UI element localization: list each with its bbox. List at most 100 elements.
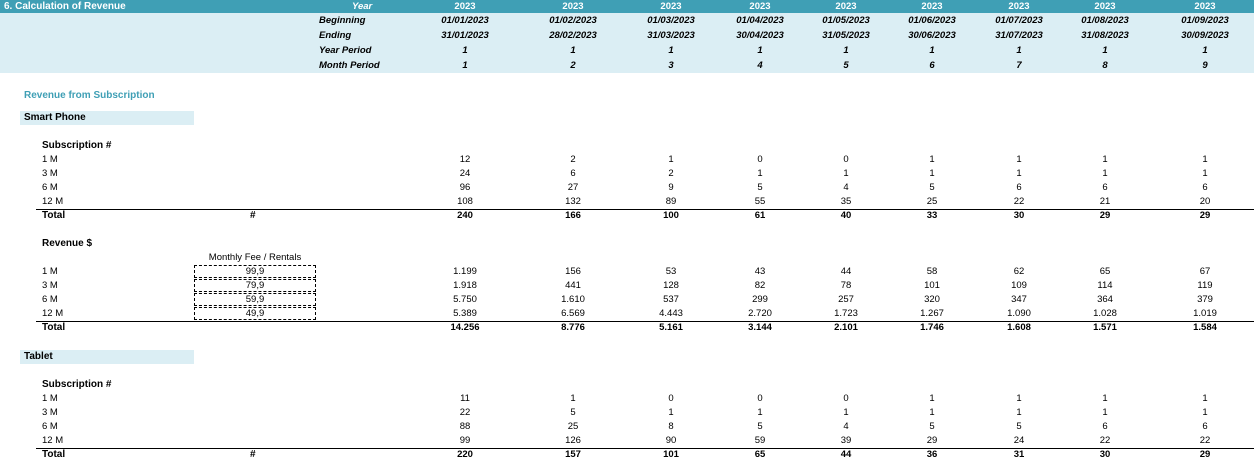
row-label: 3 M [42, 168, 58, 179]
total-rule [36, 209, 1254, 210]
value-cell: 1 [1202, 407, 1208, 418]
value-cell: 1.028 [1093, 308, 1117, 319]
value-cell: 1 [1016, 393, 1022, 404]
header-cell: 31/07/2023 [995, 30, 1043, 41]
value-cell: 379 [1197, 294, 1213, 305]
value-cell: 5 [757, 182, 763, 193]
value-cell: 25 [926, 196, 938, 207]
year-cell: 2023 [1094, 1, 1116, 12]
total-unit: # [250, 210, 256, 221]
total-cell: 65 [754, 449, 766, 460]
value-cell: 58 [926, 266, 938, 277]
value-cell: 156 [565, 266, 581, 277]
value-cell: 1 [1016, 154, 1022, 165]
value-cell: 6 [1102, 182, 1108, 193]
value-cell: 53 [665, 266, 677, 277]
total-cell: 166 [565, 210, 581, 221]
value-cell: 1 [929, 168, 935, 179]
header-cell: 1 [462, 60, 468, 71]
header-cell: 01/02/2023 [549, 15, 597, 26]
value-cell: 90 [665, 435, 677, 446]
total-cell: 157 [565, 449, 581, 460]
value-cell: 55 [754, 196, 766, 207]
value-cell: 21 [1099, 196, 1111, 207]
year-cell: 2023 [454, 1, 476, 12]
row-label: 6 M [42, 182, 58, 193]
subscriptions-label: Subscription # [42, 140, 112, 151]
header-cell: 01/08/2023 [1081, 15, 1129, 26]
total-cell: 1.746 [920, 322, 944, 333]
total-cell: 1.608 [1007, 322, 1031, 333]
header-row-label: Month Period [319, 60, 380, 71]
year-cell: 2023 [749, 1, 771, 12]
year-cell: 2023 [562, 1, 584, 12]
header-row-label: Beginning [319, 15, 366, 26]
value-cell: 6 [1202, 421, 1208, 432]
value-cell: 4 [843, 182, 849, 193]
header-cell: 31/01/2023 [441, 30, 489, 41]
value-cell: 5 [929, 421, 935, 432]
value-cell: 1 [1202, 168, 1208, 179]
header-row-label: Year Period [319, 45, 372, 56]
subscriptions-label: Subscription # [42, 379, 112, 390]
value-cell: 1 [929, 154, 935, 165]
fee-header: Monthly Fee / Rentals [208, 252, 302, 263]
header-cell: 01/03/2023 [647, 15, 695, 26]
row-label: 12 M [42, 435, 64, 446]
header-cell: 1 [1102, 45, 1108, 56]
value-cell: 22 [1013, 196, 1025, 207]
value-cell: 1 [668, 407, 674, 418]
value-cell: 65 [1099, 266, 1111, 277]
value-cell: 114 [1097, 280, 1113, 291]
value-cell: 88 [459, 421, 471, 432]
header-cell: 28/02/2023 [549, 30, 597, 41]
value-cell: 0 [668, 393, 674, 404]
value-cell: 20 [1199, 196, 1211, 207]
section-title: Revenue from Subscription [24, 90, 155, 101]
value-cell: 537 [663, 294, 679, 305]
total-cell: 31 [1013, 449, 1025, 460]
value-cell: 6 [1016, 182, 1022, 193]
header-cell: 1 [1202, 45, 1208, 56]
year-cell: 2023 [1194, 1, 1216, 12]
value-cell: 62 [1013, 266, 1025, 277]
monthly-fee-input[interactable]: 79,9 [194, 279, 316, 292]
row-label: 6 M [42, 421, 58, 432]
total-cell: 30 [1099, 449, 1111, 460]
header-cell: 9 [1202, 60, 1208, 71]
value-cell: 1.918 [453, 280, 477, 291]
total-label: Total [42, 449, 66, 460]
total-cell: 30 [1013, 210, 1025, 221]
value-cell: 1 [1016, 407, 1022, 418]
total-cell: 5.161 [659, 322, 683, 333]
year-cell: 2023 [835, 1, 857, 12]
header-cell: 01/01/2023 [441, 15, 489, 26]
value-cell: 1 [1202, 393, 1208, 404]
group-smartphone: Smart Phone [20, 111, 194, 125]
header-cell: 01/07/2023 [995, 15, 1043, 26]
value-cell: 347 [1011, 294, 1027, 305]
value-cell: 1 [843, 168, 849, 179]
value-cell: 1 [1202, 154, 1208, 165]
monthly-fee-input[interactable]: 59,9 [194, 293, 316, 306]
value-cell: 257 [838, 294, 854, 305]
total-rule [36, 321, 1254, 322]
value-cell: 9 [668, 182, 674, 193]
value-cell: 1 [757, 168, 763, 179]
value-cell: 1 [757, 407, 763, 418]
value-cell: 1.267 [920, 308, 944, 319]
total-cell: 101 [663, 449, 679, 460]
value-cell: 5.750 [453, 294, 477, 305]
value-cell: 22 [459, 407, 471, 418]
value-cell: 1 [1102, 154, 1108, 165]
value-cell: 22 [1199, 435, 1211, 446]
monthly-fee-input[interactable]: 49,9 [194, 307, 316, 320]
value-cell: 43 [754, 266, 766, 277]
value-cell: 0 [757, 154, 763, 165]
monthly-fee-input[interactable]: 99,9 [194, 265, 316, 278]
value-cell: 364 [1097, 294, 1113, 305]
value-cell: 5.389 [453, 308, 477, 319]
total-cell: 33 [926, 210, 938, 221]
header-cell: 5 [843, 60, 849, 71]
header-cell: 6 [929, 60, 935, 71]
